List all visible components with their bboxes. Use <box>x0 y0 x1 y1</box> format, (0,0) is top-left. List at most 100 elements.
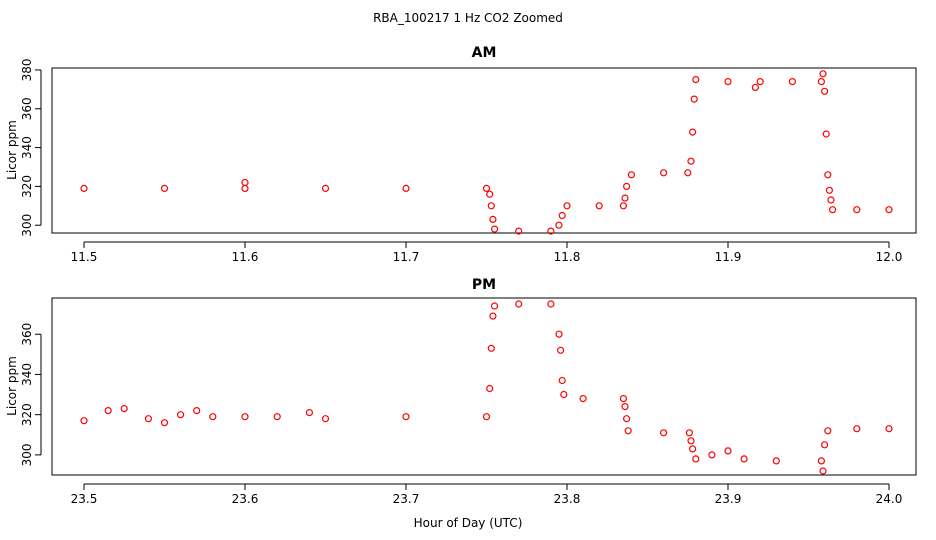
pm-data-point <box>486 384 494 393</box>
am-data-point <box>489 215 497 223</box>
am-x-tick-label: 12.0 <box>876 250 903 264</box>
am-data-point <box>515 227 523 235</box>
am-y-tick-label: 320 <box>20 175 34 198</box>
pm-data-point <box>724 447 732 455</box>
pm-data-point <box>482 413 491 421</box>
pm-data-point <box>659 429 668 437</box>
am-data-point <box>825 186 834 194</box>
pm-x-tick-label: 23.9 <box>715 492 742 506</box>
pm-data-point <box>160 419 169 427</box>
pm-data-point <box>624 427 632 435</box>
pm-data-point <box>820 441 829 449</box>
am-data-point <box>724 77 732 86</box>
am-data-points <box>80 70 893 235</box>
am-data-point <box>555 221 563 229</box>
am-data-point <box>885 206 893 214</box>
pm-data-point <box>305 409 313 417</box>
pm-data-point <box>692 455 700 463</box>
pm-data-point <box>622 415 631 423</box>
pm-data-point <box>489 312 497 320</box>
am-y-axis: 300 320 340 360 380 <box>20 58 42 237</box>
pm-data-point <box>209 413 217 421</box>
am-data-point <box>491 225 499 233</box>
am-data-point <box>692 75 700 84</box>
figure-xlabel: Hour of Day (UTC) <box>414 516 523 530</box>
am-panel: AM Licor ppm 11.5 11.6 11.7 11.8 11.9 12.0 30… <box>5 45 917 264</box>
pm-data-point <box>558 376 566 385</box>
pm-data-point <box>547 300 555 308</box>
pm-data-point <box>487 344 495 352</box>
am-data-point <box>486 190 494 198</box>
pm-y-tick-label: 300 <box>20 443 34 466</box>
pm-data-point <box>104 407 112 415</box>
am-data-point <box>690 95 698 103</box>
pm-data-point <box>817 457 826 465</box>
am-data-point <box>819 70 827 78</box>
am-y-tick-label: 300 <box>20 214 34 237</box>
pm-data-point <box>685 429 694 437</box>
pm-data-point <box>144 415 152 423</box>
pm-data-point <box>819 467 827 475</box>
pm-data-point <box>321 415 330 423</box>
pm-panel: PM Licor ppm 23.5 23.6 23.7 23.8 23.9 24.0 30… <box>5 277 917 506</box>
pm-x-tick-label: 23.6 <box>232 492 259 506</box>
am-data-point <box>820 87 829 95</box>
pm-data-point <box>556 346 565 354</box>
pm-data-point <box>402 413 410 421</box>
am-data-point <box>684 169 692 177</box>
am-data-point <box>659 169 668 177</box>
pm-x-tick-label: 23.5 <box>71 492 98 506</box>
pm-data-point <box>885 425 893 433</box>
am-data-point <box>241 184 249 192</box>
pm-data-point <box>708 451 716 459</box>
am-x-tick-label: 11.7 <box>393 250 420 264</box>
am-data-point <box>487 202 495 210</box>
am-data-point <box>241 178 249 187</box>
am-ylabel: Licor ppm <box>5 120 19 180</box>
pm-data-point <box>688 445 697 453</box>
pm-data-point <box>515 300 523 308</box>
am-data-point <box>619 202 628 210</box>
pm-data-point <box>490 302 499 310</box>
pm-x-axis: 23.5 23.6 23.7 23.8 23.9 24.0 <box>71 483 903 506</box>
figure-title: RBA_100217 1 Hz CO2 Zoomed <box>373 11 563 25</box>
am-data-point <box>595 202 603 210</box>
am-x-tick-label: 11.8 <box>554 250 581 264</box>
pm-data-point <box>555 330 563 338</box>
am-data-point <box>482 184 491 192</box>
am-data-point <box>822 130 830 138</box>
pm-x-tick-label: 24.0 <box>876 492 903 506</box>
am-data-point <box>853 206 861 214</box>
am-data-point <box>563 202 571 210</box>
am-data-point <box>80 184 88 192</box>
am-y-tick-label: 380 <box>20 58 34 81</box>
pm-x-tick-label: 23.7 <box>393 492 420 506</box>
am-y-tick-label: 360 <box>20 97 34 120</box>
pm-y-tick-label: 360 <box>20 323 34 346</box>
am-data-point <box>817 77 826 86</box>
am-data-point <box>402 184 410 192</box>
am-data-point <box>558 211 566 220</box>
am-y-tick-label: 340 <box>20 136 34 159</box>
pm-y-axis: 300 320 340 360 <box>20 323 42 466</box>
pm-data-point <box>824 427 832 435</box>
am-x-axis: 11.5 11.6 11.7 11.8 11.9 12.0 <box>71 241 903 264</box>
am-data-point <box>627 171 636 179</box>
am-data-point <box>621 194 629 202</box>
am-data-point <box>788 77 797 86</box>
pm-data-point <box>273 413 281 421</box>
am-data-point <box>688 128 697 136</box>
pm-data-point <box>853 425 861 433</box>
pm-data-point <box>621 403 629 411</box>
pm-data-point <box>579 395 587 403</box>
pm-y-tick-label: 340 <box>20 363 34 386</box>
pm-panel-title: PM <box>472 277 496 293</box>
pm-data-point <box>772 457 780 465</box>
am-data-point <box>827 196 835 204</box>
pm-y-tick-label: 320 <box>20 403 34 426</box>
pm-data-point <box>193 407 201 415</box>
pm-data-point <box>177 411 185 419</box>
am-x-tick-label: 11.5 <box>71 250 98 264</box>
am-plot-frame <box>51 67 917 234</box>
